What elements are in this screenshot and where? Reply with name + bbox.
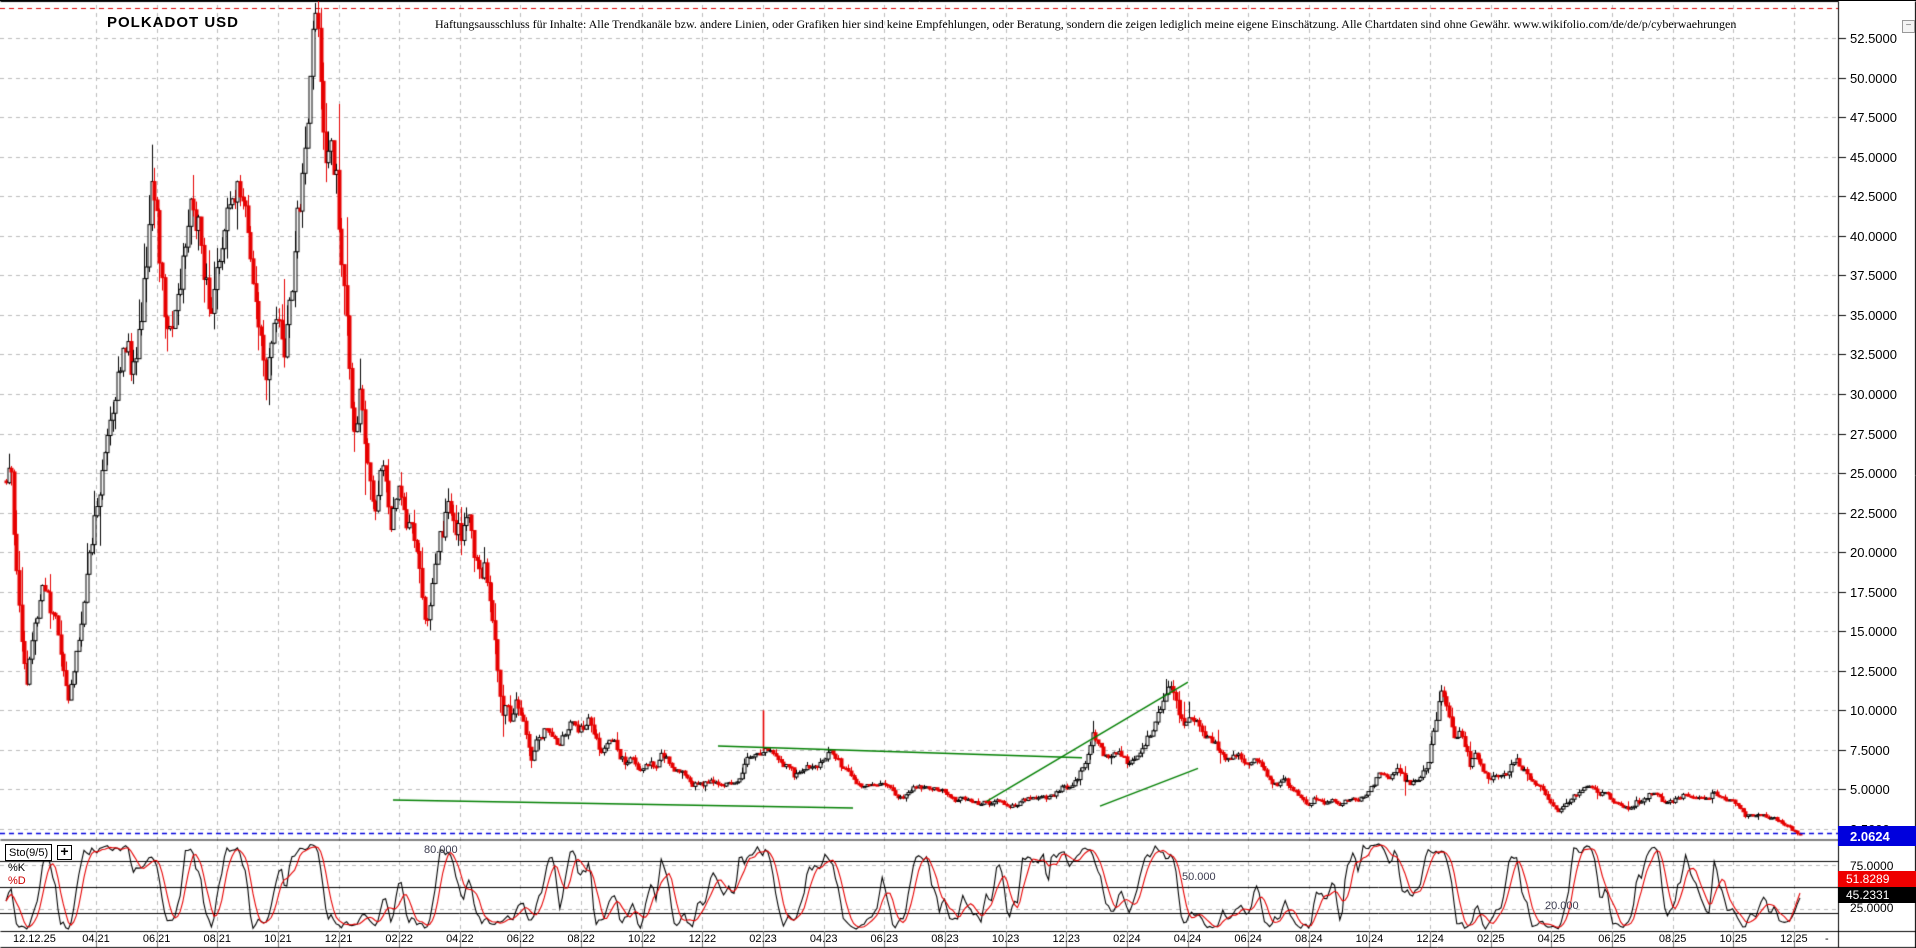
- stochastic-level-20-label: 20.000: [1545, 900, 1579, 912]
- stochastic-d-value-badge: 51.8289: [1838, 871, 1916, 887]
- stochastic-axis-25-label: 25.0000: [1850, 901, 1894, 915]
- price-axis-label: 15.0000: [1850, 624, 1897, 640]
- price-axis-label: 47.5000: [1850, 110, 1897, 126]
- date-axis-label: 08.22: [567, 933, 595, 945]
- stochastic-k-value-badge: 45.2331: [1838, 887, 1916, 903]
- date-axis-label: 06.23: [870, 933, 899, 945]
- price-axis-label: 7.5000: [1850, 742, 1890, 758]
- date-axis-label: 12.22: [688, 933, 717, 945]
- date-axis-label: 12.23: [1052, 933, 1080, 945]
- stochastic-level-80-label: 80.000: [424, 844, 458, 856]
- date-axis-label: 02.22: [385, 933, 413, 945]
- price-axis-label: 50.0000: [1850, 70, 1897, 86]
- price-axis-label: 25.0000: [1850, 466, 1897, 482]
- chart-title: POLKADOT USD: [107, 14, 239, 31]
- stochastic-indicator-label[interactable]: Sto(9/5): [5, 844, 53, 861]
- date-axis-label: 06.22: [506, 933, 535, 945]
- price-axis-label: 30.0000: [1850, 386, 1897, 402]
- date-axis-label: 08.25: [1658, 933, 1687, 945]
- disclaimer-text: Haftungsausschluss für Inhalte: Alle Tre…: [435, 17, 1737, 31]
- date-axis-label: 02.25: [1476, 933, 1505, 945]
- price-axis-label: 27.5000: [1850, 426, 1897, 442]
- date-axis-label: 08.23: [931, 933, 959, 945]
- date-axis-label: 02.23: [749, 933, 777, 945]
- price-axis-label: 42.5000: [1850, 189, 1897, 205]
- date-axis-label: 10.22: [627, 933, 656, 945]
- price-axis-label: 17.5000: [1850, 584, 1897, 600]
- price-axis-label: 45.0000: [1850, 149, 1897, 165]
- date-axis-label: 06.21: [142, 933, 171, 945]
- price-axis-label: 12.5000: [1850, 663, 1897, 679]
- price-axis-label: 52.5000: [1850, 31, 1897, 46]
- price-axis-label: 35.0000: [1850, 307, 1897, 323]
- date-axis-label: 04.25: [1537, 933, 1566, 945]
- date-axis-label: 04.23: [809, 933, 838, 945]
- date-axis-label: -: [1825, 933, 1829, 945]
- price-axis-label: 20.0000: [1850, 545, 1897, 561]
- date-axis-label: 06.24: [1234, 933, 1262, 945]
- price-axis-label: 37.5000: [1850, 268, 1897, 284]
- minimize-icon[interactable]: −: [1902, 20, 1915, 33]
- price-axis-label: 22.5000: [1850, 505, 1897, 521]
- add-indicator-button[interactable]: +: [57, 844, 72, 860]
- date-axis-label: 10.23: [991, 933, 1020, 945]
- stochastic-axis-75-label: 75.0000: [1850, 859, 1894, 873]
- date-axis-label: 02.24: [1113, 933, 1141, 945]
- date-axis-label: 08.21: [203, 933, 232, 945]
- date-axis-label: 10.24: [1355, 933, 1384, 945]
- stochastic-level-50-label: 50.000: [1182, 871, 1216, 883]
- date-axis-label: 08.24: [1295, 933, 1323, 945]
- price-axis-label: 40.0000: [1850, 228, 1897, 244]
- price-axis-label: 32.5000: [1850, 347, 1897, 363]
- date-axis-label: 06.25: [1598, 933, 1626, 945]
- date-axis-label: 04.22: [446, 933, 474, 945]
- price-axis-label: 5.0000: [1850, 782, 1890, 798]
- date-axis-label: 12.21: [324, 933, 353, 945]
- date-axis-label: 10.21: [264, 933, 292, 945]
- price-axis-label: 10.0000: [1850, 703, 1897, 719]
- date-axis-label: 12.25: [1780, 933, 1808, 945]
- date-axis-label: 04.24: [1173, 933, 1202, 945]
- date-axis-label: 12.24: [1416, 933, 1444, 945]
- date-axis-label: 10.25: [1719, 933, 1748, 945]
- current-price-badge: 2.0624: [1838, 826, 1916, 846]
- stochastic-k-label: %K: [8, 862, 26, 874]
- stochastic-d-label: %D: [8, 875, 26, 887]
- date-axis-label: 04.21: [82, 933, 110, 945]
- date-axis-label: 12.12.25: [13, 933, 56, 945]
